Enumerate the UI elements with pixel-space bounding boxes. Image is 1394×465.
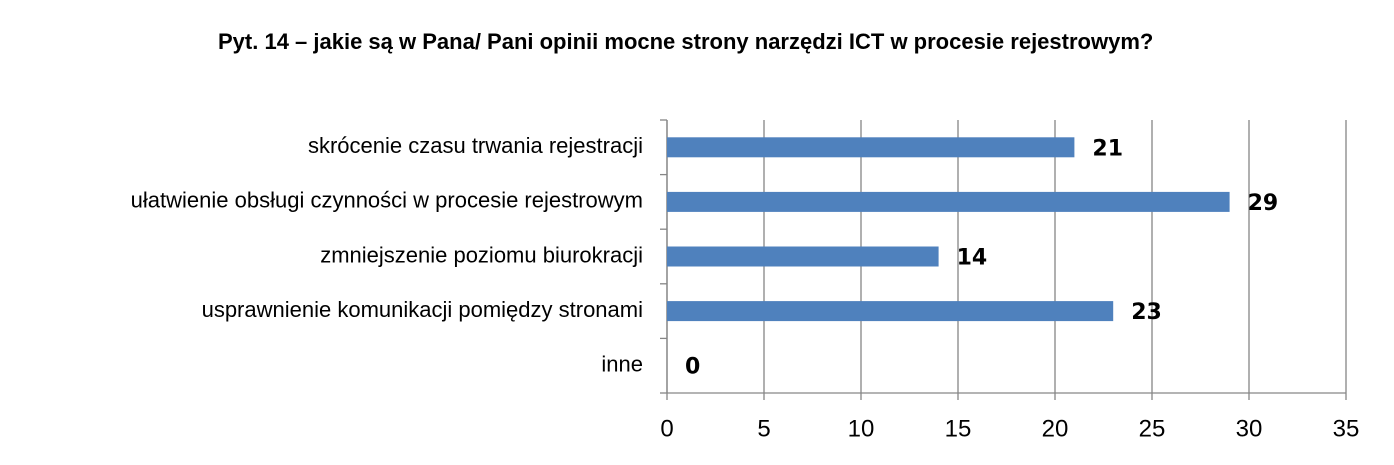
bar [667, 191, 1230, 212]
y-tick-label: inne [601, 352, 643, 377]
x-tick-label: 15 [945, 415, 972, 442]
x-tick-label: 5 [757, 415, 770, 442]
x-tick-label: 10 [848, 415, 875, 442]
x-tick-label: 0 [660, 415, 673, 442]
bar [667, 137, 1075, 158]
chart-title: Pyt. 14 – jakie są w Pana/ Pani opinii m… [218, 29, 1154, 54]
y-tick-label: ułatwienie obsługi czynności w procesie … [131, 188, 643, 213]
value-label: 21 [1092, 136, 1123, 161]
value-label: 0 [685, 355, 700, 380]
x-tick-label: 25 [1139, 415, 1166, 442]
x-tick-label: 20 [1042, 415, 1069, 442]
value-label: 14 [957, 246, 988, 271]
bar [667, 301, 1114, 322]
value-label: 29 [1248, 191, 1279, 216]
y-tick-label: usprawnienie komunikacji pomiędzy strona… [202, 297, 643, 322]
value-label: 23 [1131, 300, 1162, 325]
y-tick-label: skrócenie czasu trwania rejestracji [308, 133, 643, 158]
x-tick-label: 35 [1333, 415, 1360, 442]
y-tick-label: zmniejszenie poziomu biurokracji [320, 242, 643, 267]
x-tick-label: 30 [1236, 415, 1263, 442]
bar [667, 246, 939, 267]
